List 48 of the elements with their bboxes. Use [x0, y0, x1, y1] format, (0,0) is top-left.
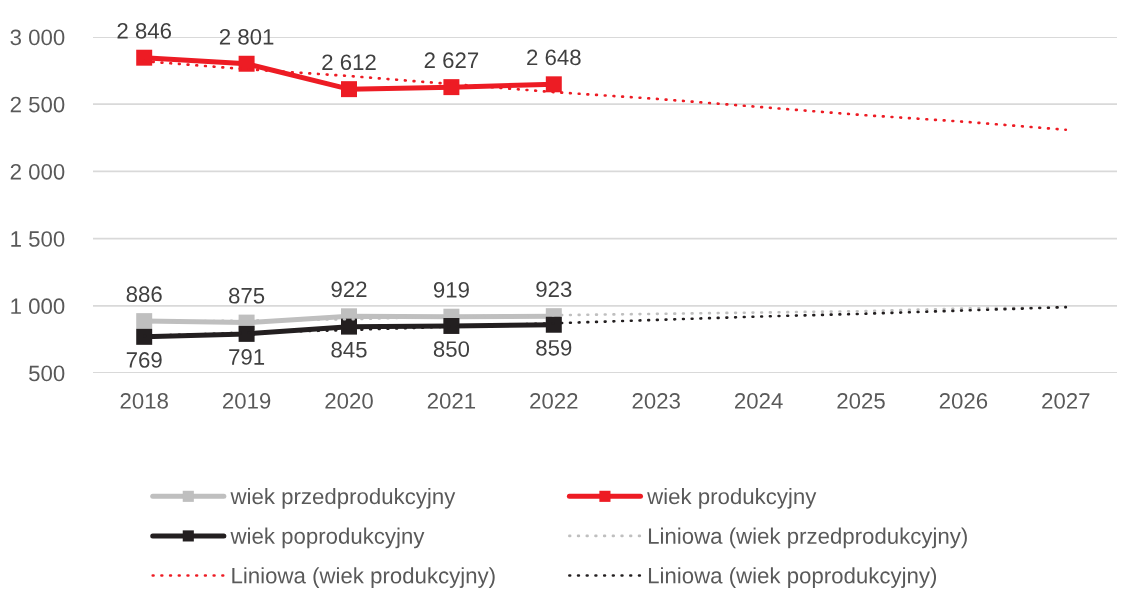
x-tick-label: 2019	[223, 393, 271, 409]
data-label: 2 648	[527, 49, 581, 66]
data-label: 845	[331, 341, 367, 358]
point	[136, 49, 153, 66]
legend-label: Liniowa (wiek przedprodukcyjny)	[648, 527, 967, 549]
x-tick-label: 2018	[120, 393, 168, 409]
data-label: 2 612	[322, 54, 376, 71]
data-label: 922	[331, 281, 367, 298]
point	[341, 318, 357, 335]
point	[545, 316, 562, 333]
point	[238, 325, 255, 342]
data-label: 923	[536, 281, 572, 298]
x-tick-label: 2026	[939, 393, 988, 409]
data-label: 2 801	[219, 28, 274, 45]
legend-label: wiek przedprodukcyjny	[230, 488, 456, 509]
data-label: 886	[126, 286, 162, 303]
y-tick-label: 1 500	[11, 231, 65, 247]
point	[136, 313, 153, 330]
data-label: 2 627	[424, 52, 479, 69]
x-tick-label: 2025	[837, 393, 885, 409]
data-label: 791	[229, 349, 265, 365]
data-label: 875	[229, 287, 265, 304]
legend-label: Liniowa (wiek poprodukcyjny)	[648, 567, 937, 588]
legend-label: wiek produkcyjny	[647, 488, 817, 509]
point	[341, 81, 357, 98]
point	[443, 317, 460, 334]
y-tick-label: 500	[29, 365, 65, 382]
legend-label: wiek poprodukcyjny	[230, 527, 425, 549]
x-tick-label: 2027	[1042, 393, 1090, 409]
x-tick-label: 2021	[427, 393, 476, 409]
y-tick-label: 3 000	[10, 29, 65, 46]
point	[238, 55, 255, 72]
y-tick-label: 2 500	[10, 96, 65, 113]
point	[443, 79, 460, 96]
data-label: 859	[536, 339, 572, 356]
x-tick-label: 2023	[632, 393, 680, 409]
data-label: 769	[126, 352, 162, 368]
legend-label: Liniowa (wiek produkcyjny)	[232, 567, 495, 588]
data-label: 919	[433, 281, 469, 298]
x-tick-label: 2024	[735, 393, 783, 409]
data-label: 850	[433, 341, 470, 357]
x-tick-label: 2022	[530, 393, 578, 409]
data-label: 2 846	[117, 22, 172, 39]
y-tick-label: 1 000	[11, 298, 65, 315]
point	[136, 328, 153, 345]
point	[545, 76, 562, 93]
x-tick-label: 2020	[325, 393, 373, 409]
y-tick-label: 2 000	[10, 163, 65, 180]
